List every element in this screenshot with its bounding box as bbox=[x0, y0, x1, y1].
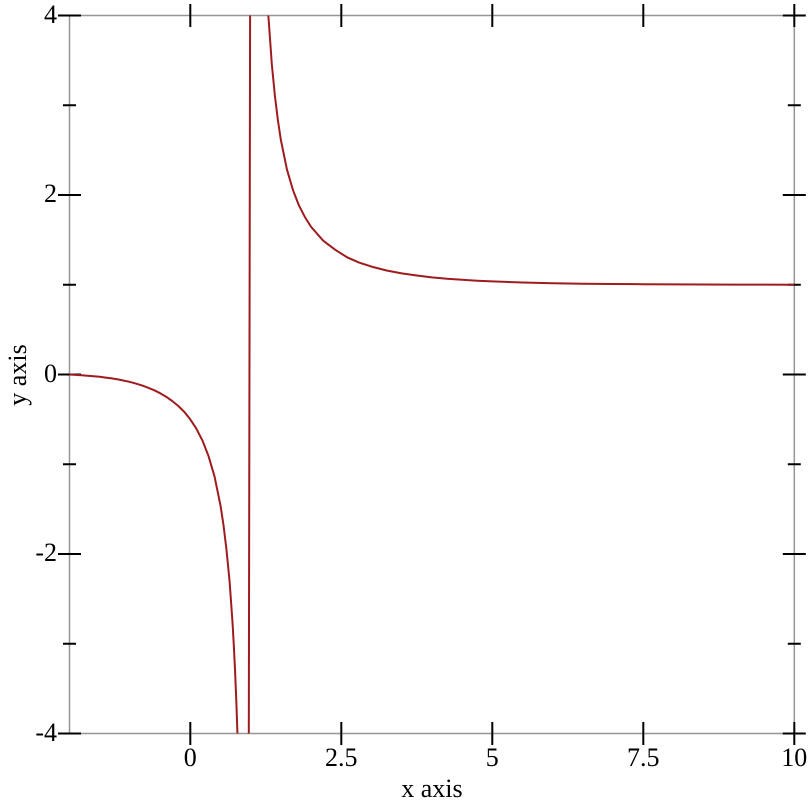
y-tick-label: 2 bbox=[44, 179, 57, 208]
y-tick-label: 0 bbox=[44, 358, 57, 388]
x-tick-label: 0 bbox=[183, 743, 197, 772]
zeta-curve-left-branch bbox=[69, 373, 239, 734]
x-tick-label: 10 bbox=[781, 743, 808, 772]
zeta-curve bbox=[69, 15, 795, 734]
x-axis-label: x axis bbox=[401, 774, 463, 803]
x-tick-label: 2.5 bbox=[325, 743, 358, 772]
zeta-curve-right-branch bbox=[267, 15, 795, 286]
axis-ticks bbox=[58, 4, 806, 745]
y-tick-label: -2 bbox=[35, 538, 57, 567]
x-tick-label: 5 bbox=[485, 743, 499, 772]
y-axis-label: y axis bbox=[3, 343, 32, 406]
x-tick-label: 7.5 bbox=[627, 743, 660, 772]
y-tick-label: 4 bbox=[44, 0, 57, 29]
y-tick-label: -4 bbox=[35, 717, 57, 747]
zeta-pole-segment bbox=[247, 15, 252, 734]
plot-border bbox=[68, 14, 796, 735]
